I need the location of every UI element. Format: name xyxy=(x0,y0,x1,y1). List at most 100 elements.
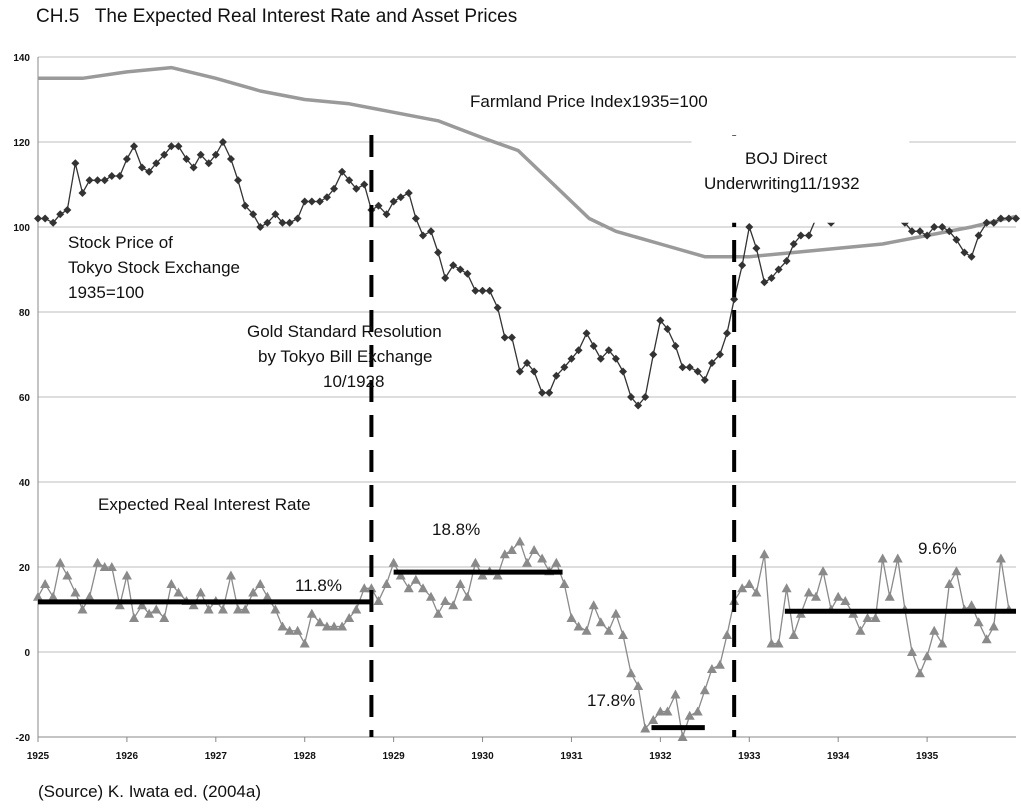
stock-point xyxy=(685,363,694,372)
rate-point xyxy=(84,591,95,601)
stock-point xyxy=(523,359,531,367)
stock-point xyxy=(338,167,347,176)
rate-point xyxy=(788,630,799,639)
stock-point xyxy=(41,214,50,223)
stock-label: Stock Price of xyxy=(68,233,173,252)
rate-point xyxy=(744,579,755,588)
stock-point xyxy=(982,218,991,227)
stock-point xyxy=(915,227,924,236)
rate-point xyxy=(366,583,377,593)
rate-point xyxy=(114,600,125,610)
rate-point xyxy=(737,583,748,593)
stock-point xyxy=(122,155,131,163)
rate-point xyxy=(803,587,814,597)
rate-point xyxy=(937,638,948,648)
rate-point xyxy=(618,630,629,639)
stock-point xyxy=(930,223,939,231)
stock-point xyxy=(322,193,331,202)
rate-point xyxy=(373,596,384,605)
y-tick-label: 40 xyxy=(19,478,31,489)
stock-point xyxy=(174,142,183,151)
stock-point xyxy=(85,176,94,185)
annotations: 11.8% 18.8% 17.8% 9.6% Gold Standard Resolut… xyxy=(68,92,957,710)
rate-point xyxy=(440,596,451,605)
rate-point xyxy=(914,668,925,678)
rate-point xyxy=(48,591,59,601)
rate-point xyxy=(284,625,295,635)
stock-label: 1935=100 xyxy=(68,283,144,302)
rate-point xyxy=(277,621,288,631)
stock-point xyxy=(226,155,235,163)
y-tick-label: 120 xyxy=(13,138,30,149)
stock-point xyxy=(285,218,294,227)
rate-point xyxy=(559,579,570,588)
rate-point xyxy=(862,613,873,622)
rate-point xyxy=(292,625,303,635)
rate-point xyxy=(99,562,110,571)
stock-point xyxy=(249,210,258,219)
average-label: 11.8% xyxy=(295,576,342,595)
stock-point xyxy=(574,346,583,355)
stock-point xyxy=(907,227,916,236)
stock-point xyxy=(545,388,554,397)
event-lines xyxy=(369,135,737,737)
average-label: 9.6% xyxy=(918,539,957,558)
rate-point xyxy=(388,557,399,567)
stock-point xyxy=(707,359,716,367)
page-title: CH.5 The Expected Real Interest Rate and… xyxy=(36,6,518,27)
stock-point xyxy=(738,261,747,270)
stock-point xyxy=(552,371,561,380)
stock-point xyxy=(634,401,643,410)
stock-point xyxy=(56,210,65,219)
stock-point xyxy=(278,218,287,227)
stock-point xyxy=(611,354,620,363)
rate-point xyxy=(166,579,177,588)
stock-point xyxy=(382,210,391,219)
rate-point xyxy=(33,591,43,601)
source-note: (Source) K. Iwata ed. (2004a) xyxy=(38,782,262,801)
axes: 140 120 100 80 60 40 20 0 -20 1925 1926 1927 1928 192… xyxy=(13,53,1016,762)
stock-point xyxy=(619,367,628,376)
rate-point xyxy=(773,638,784,648)
rate-point xyxy=(314,617,325,627)
rate-point xyxy=(417,583,428,593)
rate-point xyxy=(506,545,517,554)
y-tick-label: 100 xyxy=(13,223,30,234)
rate-point xyxy=(173,587,184,597)
stock-point xyxy=(374,201,383,210)
stock-point xyxy=(34,214,42,223)
rate-point xyxy=(692,706,703,716)
stock-point xyxy=(389,197,398,206)
stock-point xyxy=(456,265,465,274)
label-background xyxy=(691,135,910,223)
stock-point xyxy=(211,150,220,159)
stock-point xyxy=(330,184,339,193)
stock-point xyxy=(804,231,813,240)
stock-point xyxy=(538,388,547,397)
stock-label: Tokyo Stock Exchange xyxy=(68,258,240,277)
rate-point xyxy=(492,570,503,580)
stock-point xyxy=(485,286,494,295)
stock-point xyxy=(782,257,791,265)
rate-point xyxy=(522,557,532,567)
rate-point xyxy=(433,608,444,618)
stock-point xyxy=(256,223,265,231)
stock-point xyxy=(604,346,613,355)
x-tick-label: 1926 xyxy=(116,751,139,762)
rate-point xyxy=(159,613,170,622)
stock-point xyxy=(471,286,480,295)
rate-point xyxy=(448,600,459,610)
gold-standard-label: by Tokyo Bill Exchange xyxy=(258,347,433,366)
rate-point xyxy=(751,587,762,597)
stock-point xyxy=(160,150,169,159)
rate-point xyxy=(40,579,51,588)
x-tick-label: 1930 xyxy=(471,751,494,762)
stock-point xyxy=(582,329,591,338)
rate-point xyxy=(455,579,466,588)
average-label: 17.8% xyxy=(587,691,635,710)
stock-point xyxy=(500,333,509,342)
rate-point xyxy=(951,566,962,576)
stock-point xyxy=(263,218,272,227)
rate-point xyxy=(225,570,236,580)
rate-point xyxy=(270,604,281,614)
